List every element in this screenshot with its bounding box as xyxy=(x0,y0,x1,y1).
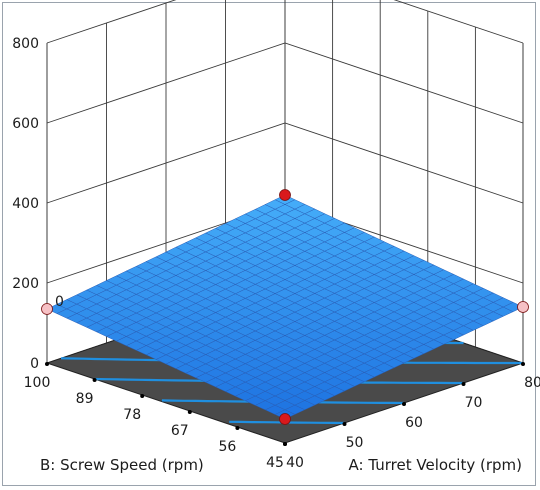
b-tick-label: 67 xyxy=(171,423,189,439)
z-tick-label: 800 xyxy=(12,36,39,52)
grid-line-z xyxy=(46,0,524,44)
a-tick-label: 80 xyxy=(524,375,540,391)
b-tick-mark xyxy=(235,426,240,430)
design-point xyxy=(41,303,53,315)
design-point xyxy=(517,301,529,313)
z-tick-label: 600 xyxy=(12,116,39,132)
a-axis-title: A: Turret Velocity (rpm) xyxy=(349,456,522,474)
z-tick-label: 400 xyxy=(12,196,39,212)
a-tick-mark xyxy=(461,382,466,386)
b-tick-mark xyxy=(45,362,49,366)
b-tick-label: 100 xyxy=(24,375,51,391)
a-tick-label: 60 xyxy=(405,415,423,431)
b-tick-label: 45 xyxy=(266,455,284,471)
a-tick-label: 70 xyxy=(465,395,483,411)
b-axis-title: B: Screw Speed (rpm) xyxy=(40,456,204,474)
a-tick-mark xyxy=(342,422,347,426)
z-tick-label: 0 xyxy=(30,356,39,372)
chart-frame xyxy=(2,2,536,486)
a-tick-label: 50 xyxy=(346,435,364,451)
b-tick-mark xyxy=(92,378,97,382)
surface-mesh xyxy=(46,194,524,420)
a-tick-mark xyxy=(402,402,406,406)
z-tick-label-secondary: 0 xyxy=(55,294,64,310)
design-point xyxy=(279,413,291,425)
b-tick-mark xyxy=(140,394,145,398)
z-tick-label: 200 xyxy=(12,276,39,292)
a-tick-label: 40 xyxy=(286,455,304,471)
b-tick-label: 56 xyxy=(218,439,236,455)
b-tick-label: 78 xyxy=(123,407,141,423)
design-point xyxy=(279,189,291,201)
b-tick-mark xyxy=(187,410,192,414)
a-tick-mark xyxy=(521,362,525,366)
b-tick-label: 89 xyxy=(76,391,94,407)
b-tick-mark xyxy=(283,442,287,446)
